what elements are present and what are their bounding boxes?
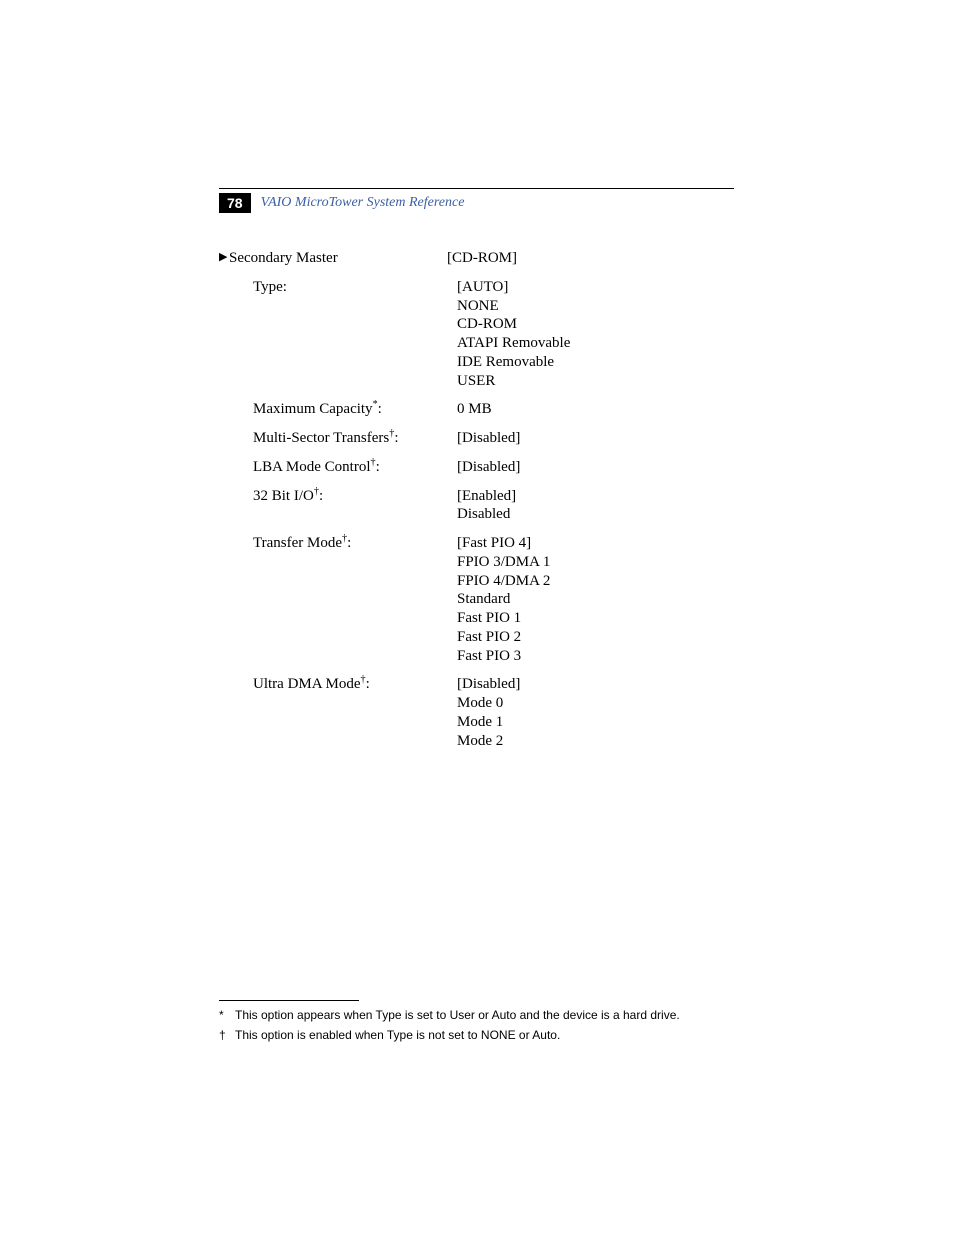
setting-value-option: Standard xyxy=(457,590,734,609)
row-marker xyxy=(219,534,229,665)
setting-row: Multi-Sector Transfers†:[Disabled] xyxy=(219,429,734,448)
setting-value-option: IDE Removable xyxy=(457,353,734,372)
setting-row: 32 Bit I/O†:[Enabled]Disabled xyxy=(219,487,734,525)
footnote-symbol: † xyxy=(219,1027,235,1043)
setting-value-option: [Disabled] xyxy=(457,458,734,477)
setting-row: Maximum Capacity*:0 MB xyxy=(219,400,734,419)
footnote-symbol: * xyxy=(219,1007,235,1023)
setting-value-option: NONE xyxy=(457,297,734,316)
footnote-text: This option appears when Type is set to … xyxy=(235,1007,680,1023)
setting-values: [Fast PIO 4]FPIO 3/DMA 1FPIO 4/DMA 2Stan… xyxy=(457,534,734,665)
row-marker xyxy=(219,675,229,750)
setting-value-option: Mode 2 xyxy=(457,732,734,751)
setting-value-option: CD-ROM xyxy=(457,315,734,334)
section-heading-value: [CD-ROM] xyxy=(447,249,734,268)
row-marker xyxy=(219,400,229,419)
setting-value-option: Fast PIO 2 xyxy=(457,628,734,647)
setting-values: [AUTO]NONECD-ROMATAPI RemovableIDE Remov… xyxy=(457,278,734,391)
header-title: VAIO MicroTower System Reference xyxy=(261,195,465,211)
footnote-rule xyxy=(219,1000,359,1001)
setting-label: LBA Mode Control†: xyxy=(229,458,457,477)
setting-value-option: USER xyxy=(457,372,734,391)
triangle-icon: ▶ xyxy=(219,249,229,268)
setting-values: 0 MB xyxy=(457,400,734,419)
setting-values: [Enabled]Disabled xyxy=(457,487,734,525)
settings-list: Type:[AUTO]NONECD-ROMATAPI RemovableIDE … xyxy=(219,278,734,751)
setting-label: Ultra DMA Mode†: xyxy=(229,675,457,750)
footnote: *This option appears when Type is set to… xyxy=(219,1007,734,1023)
header-rule xyxy=(219,188,734,189)
row-marker xyxy=(219,278,229,391)
setting-value-option: [Disabled] xyxy=(457,429,734,448)
setting-value-option: Mode 1 xyxy=(457,713,734,732)
setting-label: Multi-Sector Transfers†: xyxy=(229,429,457,448)
setting-label: Transfer Mode†: xyxy=(229,534,457,665)
setting-value-option: 0 MB xyxy=(457,400,734,419)
section-heading-label: Secondary Master xyxy=(229,249,447,268)
setting-value-option: Fast PIO 3 xyxy=(457,647,734,666)
page-header: 78 VAIO MicroTower System Reference xyxy=(219,193,734,213)
setting-value-option: [AUTO] xyxy=(457,278,734,297)
page-content: 78 VAIO MicroTower System Reference ▶ Se… xyxy=(219,188,734,760)
setting-value-option: FPIO 3/DMA 1 xyxy=(457,553,734,572)
setting-values: [Disabled] xyxy=(457,429,734,448)
setting-values: [Disabled] xyxy=(457,458,734,477)
setting-values: [Disabled]Mode 0Mode 1Mode 2 xyxy=(457,675,734,750)
setting-label: Maximum Capacity*: xyxy=(229,400,457,419)
footnote-text: This option is enabled when Type is not … xyxy=(235,1027,560,1043)
section-heading-row: ▶ Secondary Master [CD-ROM] xyxy=(219,249,734,268)
setting-value-option: FPIO 4/DMA 2 xyxy=(457,572,734,591)
setting-label: Type: xyxy=(229,278,457,391)
page-number: 78 xyxy=(219,193,251,213)
setting-row: LBA Mode Control†:[Disabled] xyxy=(219,458,734,477)
setting-row: Ultra DMA Mode†:[Disabled]Mode 0Mode 1Mo… xyxy=(219,675,734,750)
footnotes: *This option appears when Type is set to… xyxy=(219,1000,734,1047)
setting-row: Transfer Mode†:[Fast PIO 4]FPIO 3/DMA 1F… xyxy=(219,534,734,665)
footnote: †This option is enabled when Type is not… xyxy=(219,1027,734,1043)
row-marker xyxy=(219,487,229,525)
setting-value-option: Disabled xyxy=(457,505,734,524)
setting-value-option: Fast PIO 1 xyxy=(457,609,734,628)
setting-value-option: [Fast PIO 4] xyxy=(457,534,734,553)
row-marker xyxy=(219,429,229,448)
setting-label: 32 Bit I/O†: xyxy=(229,487,457,525)
setting-row: Type:[AUTO]NONECD-ROMATAPI RemovableIDE … xyxy=(219,278,734,391)
setting-value-option: ATAPI Removable xyxy=(457,334,734,353)
row-marker xyxy=(219,458,229,477)
setting-value-option: [Enabled] xyxy=(457,487,734,506)
setting-value-option: [Disabled] xyxy=(457,675,734,694)
setting-value-option: Mode 0 xyxy=(457,694,734,713)
